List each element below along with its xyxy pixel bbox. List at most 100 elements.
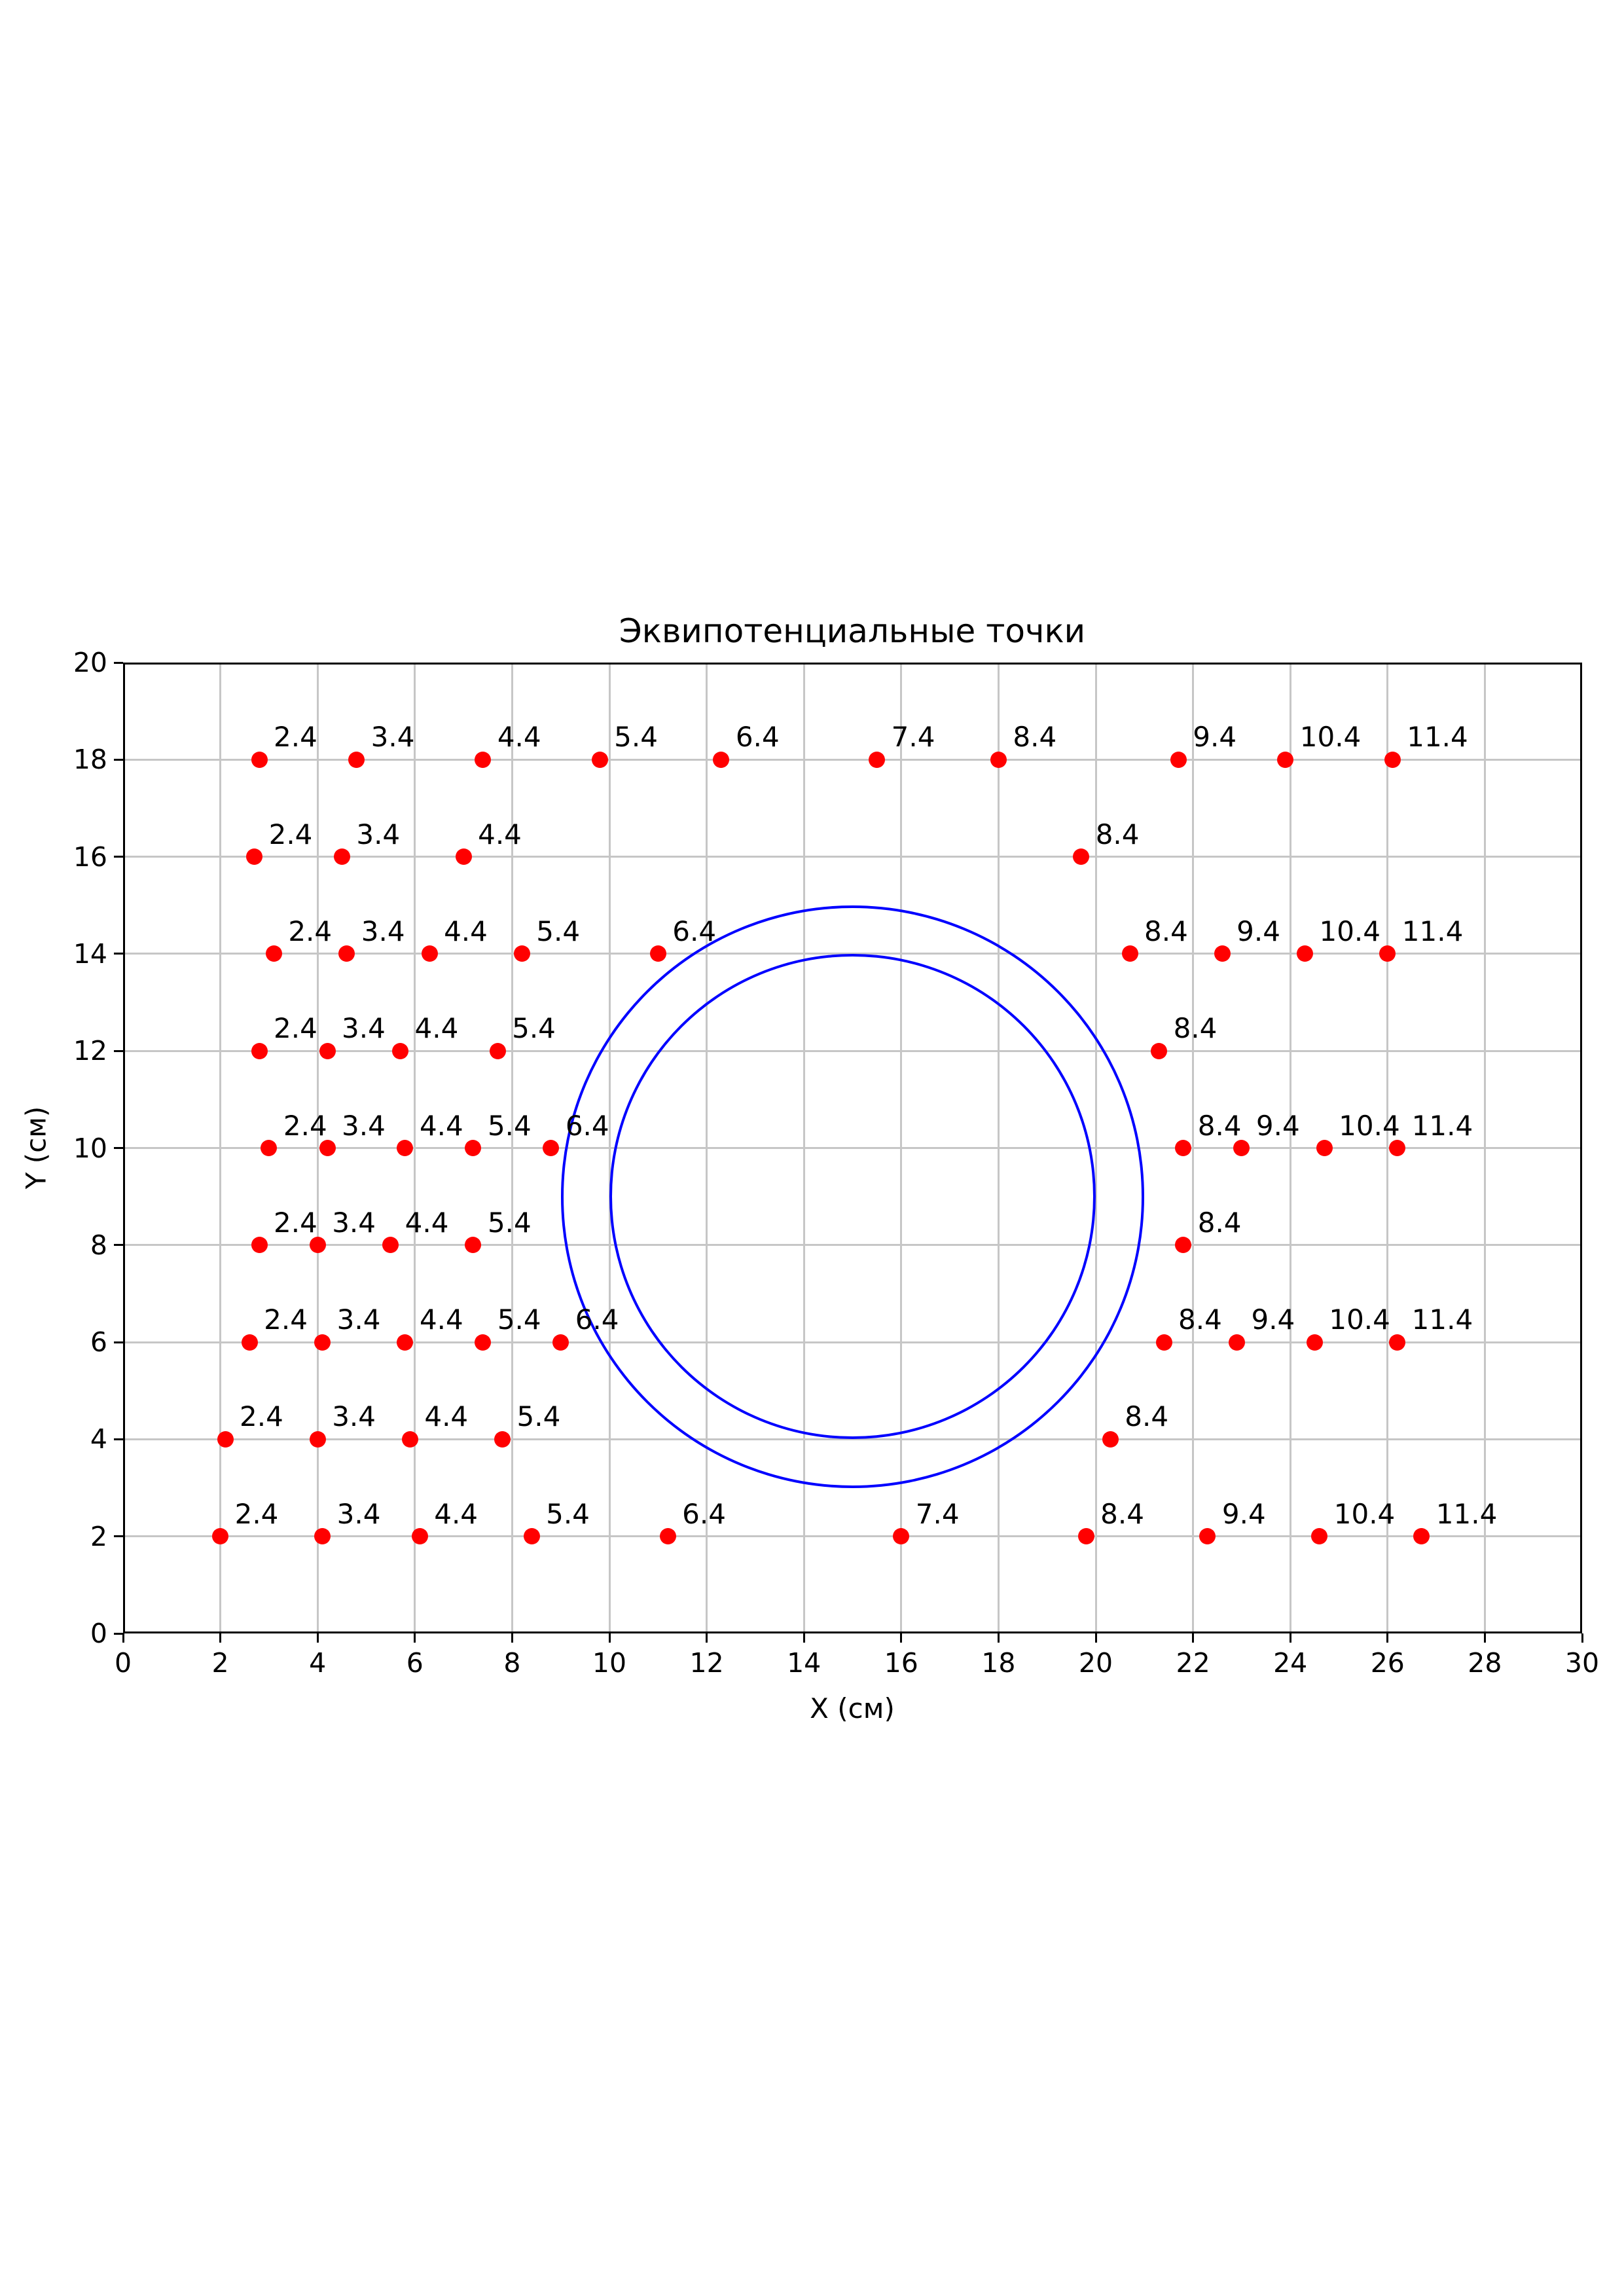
point-label: 6.4 — [672, 915, 717, 947]
data-point — [348, 751, 365, 768]
y-tick-label: 8 — [90, 1229, 107, 1261]
data-point — [392, 1042, 408, 1059]
data-point — [314, 1528, 331, 1545]
point-label: 2.4 — [264, 1303, 308, 1336]
point-label: 9.4 — [1221, 1497, 1266, 1530]
x-tick-label: 0 — [114, 1647, 132, 1679]
y-tick-mark — [114, 758, 123, 761]
x-tick-mark — [706, 1633, 708, 1643]
point-label: 5.4 — [487, 1206, 532, 1239]
y-tick-label: 12 — [73, 1035, 107, 1067]
x-tick-mark — [608, 1633, 611, 1643]
data-point — [659, 1528, 676, 1545]
y-tick-label: 20 — [73, 647, 107, 678]
point-label: 4.4 — [434, 1497, 478, 1530]
data-point — [713, 751, 730, 768]
point-label: 11.4 — [1401, 915, 1464, 947]
y-tick-mark — [114, 856, 123, 858]
data-point — [411, 1528, 428, 1545]
data-point — [1228, 1334, 1245, 1351]
data-point — [319, 1042, 336, 1059]
x-tick-mark — [900, 1633, 903, 1643]
x-tick-label: 16 — [884, 1647, 918, 1679]
data-point — [893, 1528, 910, 1545]
x-tick-label: 24 — [1273, 1647, 1308, 1679]
point-label: 7.4 — [915, 1497, 960, 1530]
point-label: 9.4 — [1193, 721, 1237, 754]
data-point — [1175, 1237, 1192, 1254]
point-label: 9.4 — [1251, 1303, 1295, 1336]
point-label: 3.4 — [332, 1206, 376, 1239]
point-label: 6.4 — [565, 1109, 609, 1142]
grid-line-y — [123, 758, 1582, 761]
data-point — [309, 1237, 326, 1254]
data-point — [1121, 945, 1138, 962]
x-tick-mark — [122, 1633, 124, 1643]
x-tick-label: 20 — [1078, 1647, 1113, 1679]
point-label: 3.4 — [361, 915, 405, 947]
point-label: 10.4 — [1339, 1109, 1400, 1142]
x-tick-mark — [1581, 1633, 1583, 1643]
data-point — [1199, 1528, 1216, 1545]
point-label: 5.4 — [516, 1400, 561, 1433]
point-label: 5.4 — [512, 1012, 556, 1045]
data-point — [1311, 1528, 1328, 1545]
data-point — [241, 1334, 258, 1351]
point-label: 4.4 — [414, 1012, 459, 1045]
x-tick-mark — [1386, 1633, 1389, 1643]
x-tick-mark — [414, 1633, 416, 1643]
point-label: 8.4 — [1144, 915, 1188, 947]
point-label: 8.4 — [1100, 1497, 1144, 1530]
data-point — [265, 945, 282, 962]
data-point — [489, 1042, 506, 1059]
y-tick-label: 10 — [73, 1132, 107, 1164]
y-tick-label: 14 — [73, 938, 107, 970]
point-label: 3.4 — [342, 1109, 386, 1142]
point-label: 6.4 — [735, 721, 780, 754]
point-label: 8.4 — [1173, 1012, 1218, 1045]
data-point — [1389, 1334, 1406, 1351]
point-label: 6.4 — [575, 1303, 619, 1336]
y-tick-mark — [114, 1147, 123, 1149]
electrode-circle — [609, 953, 1096, 1440]
data-point — [251, 751, 268, 768]
data-point — [338, 945, 355, 962]
data-point — [1306, 1334, 1323, 1351]
data-point — [212, 1528, 229, 1545]
data-point — [475, 751, 492, 768]
data-point — [421, 945, 438, 962]
data-point — [1102, 1430, 1119, 1448]
data-point — [649, 945, 666, 962]
data-point — [1384, 751, 1401, 768]
x-tick-mark — [1289, 1633, 1291, 1643]
x-tick-mark — [1192, 1633, 1195, 1643]
point-label: 11.4 — [1411, 1109, 1473, 1142]
point-label: 11.4 — [1411, 1303, 1473, 1336]
data-point — [465, 1140, 482, 1156]
data-point — [1151, 1042, 1168, 1059]
data-point — [1379, 945, 1396, 962]
data-point — [1316, 1140, 1333, 1156]
point-label: 2.4 — [268, 818, 313, 850]
point-label: 10.4 — [1299, 721, 1362, 754]
point-label: 2.4 — [274, 721, 317, 754]
x-tick-label: 22 — [1176, 1647, 1210, 1679]
point-label: 6.4 — [682, 1497, 726, 1530]
data-point — [1175, 1140, 1192, 1156]
data-point — [1296, 945, 1313, 962]
x-tick-label: 18 — [981, 1647, 1016, 1679]
x-tick-label: 12 — [689, 1647, 724, 1679]
x-tick-mark — [316, 1633, 319, 1643]
data-point — [523, 1528, 540, 1545]
y-tick-label: 4 — [90, 1423, 107, 1455]
x-tick-label: 4 — [309, 1647, 327, 1679]
point-label: 5.4 — [497, 1303, 541, 1336]
point-label: 4.4 — [444, 915, 488, 947]
data-point — [251, 1237, 268, 1254]
point-label: 5.4 — [536, 915, 581, 947]
point-label: 2.4 — [288, 915, 333, 947]
data-point — [261, 1140, 278, 1156]
point-label: 9.4 — [1236, 915, 1280, 947]
point-label: 10.4 — [1333, 1497, 1396, 1530]
point-label: 8.4 — [1095, 818, 1140, 850]
